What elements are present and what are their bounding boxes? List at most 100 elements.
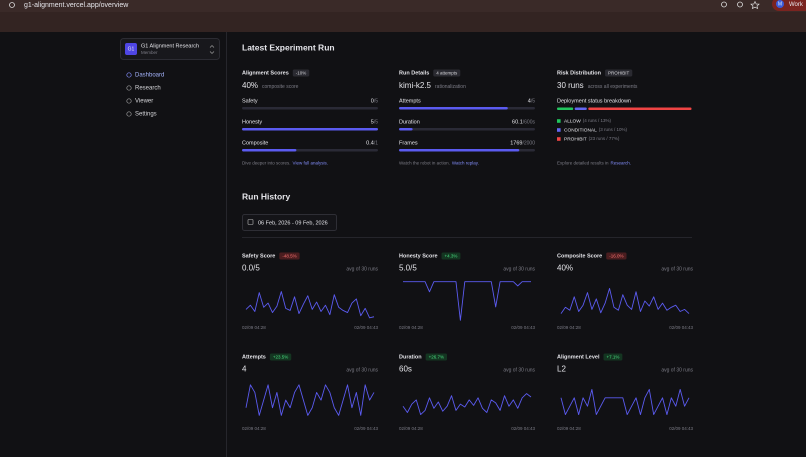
site-icon[interactable] <box>9 2 15 8</box>
chart-note: avg of 30 runs <box>661 266 693 272</box>
x-start-label: 02/09 04:28 <box>399 426 423 431</box>
chart-value: 60s <box>399 365 412 374</box>
url[interactable]: g1-alignment.vercel.app/overview <box>24 2 129 9</box>
legend-name: CONDITIONAL <box>564 127 597 133</box>
legend-swatch <box>557 128 561 132</box>
card-footer: Watch the robot in action. <box>399 161 450 166</box>
metric-label: Composite <box>242 140 268 146</box>
sparkline <box>560 388 690 416</box>
zoom-icon[interactable] <box>721 1 727 8</box>
x-start-label: 02/09 04:28 <box>399 325 423 330</box>
chart-badge-group: +4.3% <box>441 252 461 260</box>
card-headline-note: rationalization <box>435 84 466 90</box>
metric-value: 1769 <box>510 140 522 146</box>
chart-badge: +23.5% <box>273 354 288 359</box>
metric-value: 5 <box>371 119 374 125</box>
profile-initial: M <box>778 2 782 8</box>
sparkline <box>245 291 375 319</box>
chart-badge: -48.5% <box>282 253 296 258</box>
card-title: Alignment Scores <box>242 70 289 76</box>
nav-icon[interactable] <box>126 85 132 91</box>
bookmark-icon[interactable] <box>750 0 760 10</box>
metric-max: /2000 <box>522 140 535 146</box>
chart-badge-bg <box>606 252 627 260</box>
chart-title: Composite Score <box>557 253 602 259</box>
chart-badge: +26.7% <box>429 354 444 359</box>
metric-label: Attempts <box>399 98 421 104</box>
card-badge-group: -10% <box>292 69 310 77</box>
chart-value: 4 <box>242 365 247 374</box>
chart-title: Honesty Score <box>399 253 438 259</box>
chart-badge: +4.3% <box>445 253 458 258</box>
workspace-name: G1 Alignment Research <box>141 43 199 49</box>
nav-item[interactable]: Settings <box>135 112 157 118</box>
chart-note: avg of 30 runs <box>503 266 535 272</box>
nav-icon[interactable] <box>126 98 132 104</box>
card-title: Run Details <box>399 70 429 76</box>
progress-track <box>242 107 378 110</box>
nav-item[interactable]: Research <box>135 86 161 92</box>
card-footer-link[interactable]: View full analysis. <box>293 161 328 166</box>
x-end-label: 02/09 04:43 <box>669 426 693 431</box>
card-badge-bg <box>433 69 461 77</box>
chart-value: 5.0/5 <box>399 264 417 273</box>
legend-detail: (23 runs / 77%) <box>589 136 620 141</box>
nav-item[interactable]: Dashboard <box>135 73 164 79</box>
chart-title: Duration <box>399 354 422 360</box>
metric-max: /5 <box>374 119 378 125</box>
card-footer-link[interactable]: Watch replay. <box>452 161 479 166</box>
chart-value: 0.0/5 <box>242 264 260 273</box>
nav-item[interactable]: Viewer <box>135 99 153 105</box>
card-footer-link[interactable]: Research. <box>611 161 632 166</box>
x-end-label: 02/09 04:43 <box>354 325 378 330</box>
status-segment <box>557 107 574 110</box>
legend-name: ALLOW <box>564 118 581 124</box>
chart-title: Attempts <box>242 354 266 360</box>
chart-badge-group: +23.5% <box>269 353 292 361</box>
metric-value: 60.1 <box>512 119 523 125</box>
chart-badge-bg <box>441 252 461 260</box>
profile-avatar <box>776 0 784 8</box>
metric-max: /1 <box>374 140 378 146</box>
password-icon[interactable] <box>737 1 743 8</box>
chart-badge-group: -16.0% <box>606 252 627 260</box>
chart-note: avg of 30 runs <box>661 367 693 373</box>
x-end-label: 02/09 04:43 <box>669 325 693 330</box>
section-title: Latest Experiment Run <box>242 42 335 52</box>
chart-badge-bg <box>269 353 292 361</box>
content: Dashboard Research Viewer Settings Latest Ex… <box>126 42 693 431</box>
sparkline <box>560 287 690 314</box>
chart-note: avg of 30 runs <box>503 367 535 373</box>
card-headline: 30 runs <box>557 81 584 90</box>
metric-max: /5 <box>374 98 378 104</box>
chart-badge-group: +7.1% <box>603 353 623 361</box>
legend-detail: (3 runs / 10%) <box>599 127 628 132</box>
chart-badge-bg <box>279 252 300 260</box>
card-headline: kimi-k2.5 <box>399 81 432 90</box>
nav-icon[interactable] <box>126 72 132 78</box>
section-title: Run History <box>242 191 290 201</box>
chart-value: L2 <box>557 365 566 374</box>
x-start-label: 02/09 04:28 <box>242 426 266 431</box>
workspace-badge-bg <box>125 43 137 55</box>
nav-icon[interactable] <box>126 111 132 117</box>
card-footer: Dive deeper into scores. <box>242 161 291 166</box>
date-range-button[interactable] <box>242 214 337 231</box>
metric-label: Honesty <box>242 119 262 125</box>
sparkline <box>403 281 531 321</box>
chart-badge-group: +26.7% <box>425 353 448 361</box>
status-segment <box>574 107 587 110</box>
date-range: 06 Feb, 2026 - 09 Feb, 2026 <box>258 220 328 226</box>
card-badge-group: 4 attempts <box>433 69 461 77</box>
workspace-switcher[interactable] <box>120 38 220 60</box>
card-badge: -10% <box>296 70 307 75</box>
metric-max: /600s <box>523 119 536 125</box>
chart-badge-bg <box>425 353 448 361</box>
breakdown-title: Deployment status breakdown <box>557 98 631 104</box>
metric-value: 0.4 <box>366 140 374 146</box>
chart-badge: -16.0% <box>609 253 623 258</box>
progress-track <box>399 128 535 131</box>
metric-label: Frames <box>399 140 418 146</box>
